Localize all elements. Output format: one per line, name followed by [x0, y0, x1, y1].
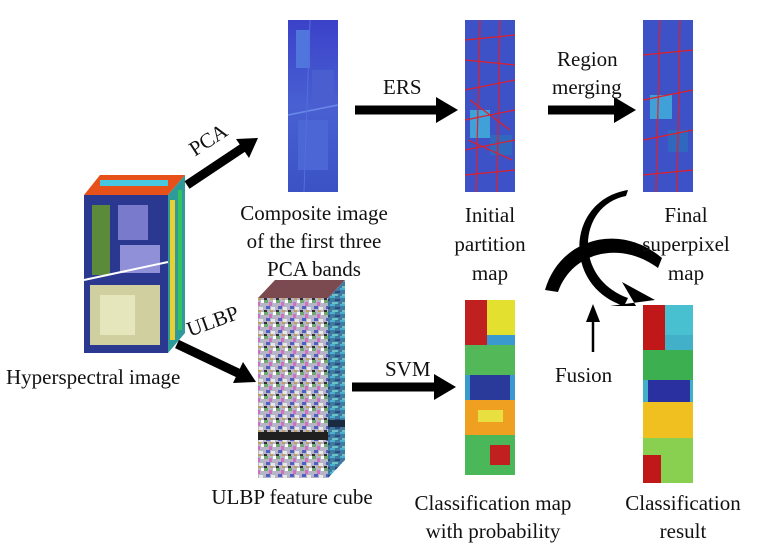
final-superpixel-label-line2: superpixel — [642, 232, 730, 256]
classmap-label-line1: Classification map — [414, 491, 572, 515]
classification-map-probability — [465, 300, 515, 475]
pca-composite-image — [287, 19, 339, 193]
region-merging-label-line1: Region — [557, 47, 618, 71]
final-superpixel-map — [642, 19, 694, 193]
ers-arrow-label: ERS — [383, 75, 422, 99]
classmap-label-line2: with probability — [425, 519, 561, 543]
region-merging-label-line2: merging — [552, 75, 622, 99]
initial-partition-map — [464, 19, 516, 193]
hyperspectral-image-label: Hyperspectral image — [6, 365, 181, 389]
ulbp-feature-cube — [258, 280, 345, 478]
initial-partition-label-line1: Initial — [464, 203, 516, 227]
initial-partition-label-line2: partition — [454, 232, 526, 256]
result-label-line2: result — [659, 519, 707, 543]
result-label-line1: Classification — [625, 491, 741, 515]
hyperspectral-cube — [83, 175, 185, 353]
final-superpixel-label-line3: map — [667, 261, 705, 285]
composite-label-line3: PCA bands — [267, 257, 361, 281]
fusion-curves — [545, 190, 662, 306]
fusion-arrow-label: Fusion — [555, 363, 613, 387]
composite-label-line2: of the first three — [246, 229, 382, 253]
svm-arrow-label: SVM — [385, 357, 431, 381]
classification-result — [643, 305, 693, 483]
ulbp-cube-label: ULBP feature cube — [211, 485, 373, 509]
composite-label-line1: Composite image — [240, 201, 388, 225]
arrows — [175, 97, 636, 400]
final-superpixel-label-line1: Final — [664, 203, 708, 227]
initial-partition-label-line3: map — [471, 261, 509, 285]
